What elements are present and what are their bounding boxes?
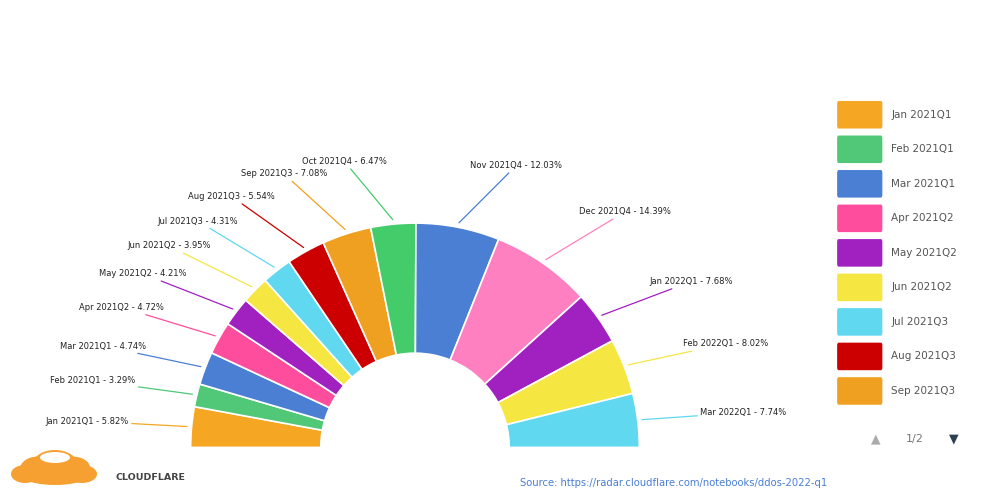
Text: CLOUDFLARE: CLOUDFLARE [115, 474, 185, 482]
FancyBboxPatch shape [837, 377, 882, 404]
Wedge shape [323, 228, 396, 362]
Text: Dec 2021Q4 - 14.39%: Dec 2021Q4 - 14.39% [546, 208, 671, 260]
Wedge shape [498, 341, 633, 424]
Ellipse shape [40, 452, 70, 463]
Text: Mar 2021Q1 - 4.74%: Mar 2021Q1 - 4.74% [60, 342, 201, 366]
Text: Feb 2021Q1 - 3.29%: Feb 2021Q1 - 3.29% [50, 376, 192, 394]
Wedge shape [506, 394, 639, 448]
Wedge shape [194, 384, 325, 430]
Ellipse shape [11, 465, 39, 483]
Text: Jan 2021Q1 - 5.82%: Jan 2021Q1 - 5.82% [46, 416, 187, 426]
Wedge shape [228, 300, 344, 396]
FancyBboxPatch shape [837, 136, 882, 163]
Wedge shape [212, 324, 336, 407]
Text: Apr 2021Q2 - 4.72%: Apr 2021Q2 - 4.72% [79, 303, 215, 336]
Wedge shape [485, 296, 612, 403]
FancyBboxPatch shape [837, 342, 882, 370]
Wedge shape [265, 262, 362, 378]
Wedge shape [191, 406, 322, 448]
Text: Jan 2022Q1 - 7.68%: Jan 2022Q1 - 7.68% [602, 277, 733, 315]
Text: Oct 2021Q4 - 6.47%: Oct 2021Q4 - 6.47% [302, 157, 393, 220]
Text: Jun 2021Q2: Jun 2021Q2 [891, 282, 952, 292]
FancyBboxPatch shape [837, 101, 882, 128]
Text: Network-layer DDoS attacks by month - last 15 months: Network-layer DDoS attacks by month - la… [22, 38, 690, 58]
FancyBboxPatch shape [837, 204, 882, 232]
Wedge shape [289, 242, 376, 370]
Text: Sep 2021Q3 - 7.08%: Sep 2021Q3 - 7.08% [241, 170, 345, 230]
Text: ▼: ▼ [949, 433, 959, 446]
Wedge shape [371, 223, 416, 355]
FancyBboxPatch shape [837, 239, 882, 266]
Wedge shape [246, 280, 352, 386]
Wedge shape [200, 353, 330, 421]
Text: Nov 2021Q4 - 12.03%: Nov 2021Q4 - 12.03% [459, 161, 562, 223]
Text: Feb 2021Q1: Feb 2021Q1 [891, 144, 954, 154]
Text: May 2021Q2 - 4.21%: May 2021Q2 - 4.21% [99, 269, 233, 309]
Text: Jun 2021Q2 - 3.95%: Jun 2021Q2 - 3.95% [127, 242, 252, 287]
Text: Sep 2021Q3: Sep 2021Q3 [891, 386, 955, 396]
Text: Jul 2021Q3 - 4.31%: Jul 2021Q3 - 4.31% [158, 216, 274, 267]
Text: Aug 2021Q3: Aug 2021Q3 [891, 352, 956, 362]
Text: 1/2: 1/2 [906, 434, 924, 444]
Text: Mar 2021Q1: Mar 2021Q1 [891, 179, 955, 189]
Wedge shape [450, 240, 581, 384]
Text: Source: https://radar.cloudflare.com/notebooks/ddos-2022-q1: Source: https://radar.cloudflare.com/not… [520, 478, 827, 488]
Ellipse shape [54, 456, 90, 478]
Ellipse shape [33, 450, 77, 478]
FancyBboxPatch shape [837, 308, 882, 336]
Text: Aug 2021Q3 - 5.54%: Aug 2021Q3 - 5.54% [188, 192, 304, 248]
Text: Apr 2021Q2: Apr 2021Q2 [891, 214, 954, 224]
Text: ▲: ▲ [871, 433, 881, 446]
Text: Feb 2022Q1 - 8.02%: Feb 2022Q1 - 8.02% [628, 340, 768, 365]
Ellipse shape [20, 456, 56, 481]
Text: May 2021Q2: May 2021Q2 [891, 248, 957, 258]
FancyBboxPatch shape [837, 274, 882, 301]
FancyBboxPatch shape [837, 170, 882, 198]
Text: Jul 2021Q3: Jul 2021Q3 [891, 317, 948, 327]
Text: Mar 2022Q1 - 7.74%: Mar 2022Q1 - 7.74% [642, 408, 786, 420]
Ellipse shape [23, 467, 87, 485]
Wedge shape [415, 223, 499, 360]
Text: Jan 2021Q1: Jan 2021Q1 [891, 110, 952, 120]
Ellipse shape [67, 465, 97, 483]
